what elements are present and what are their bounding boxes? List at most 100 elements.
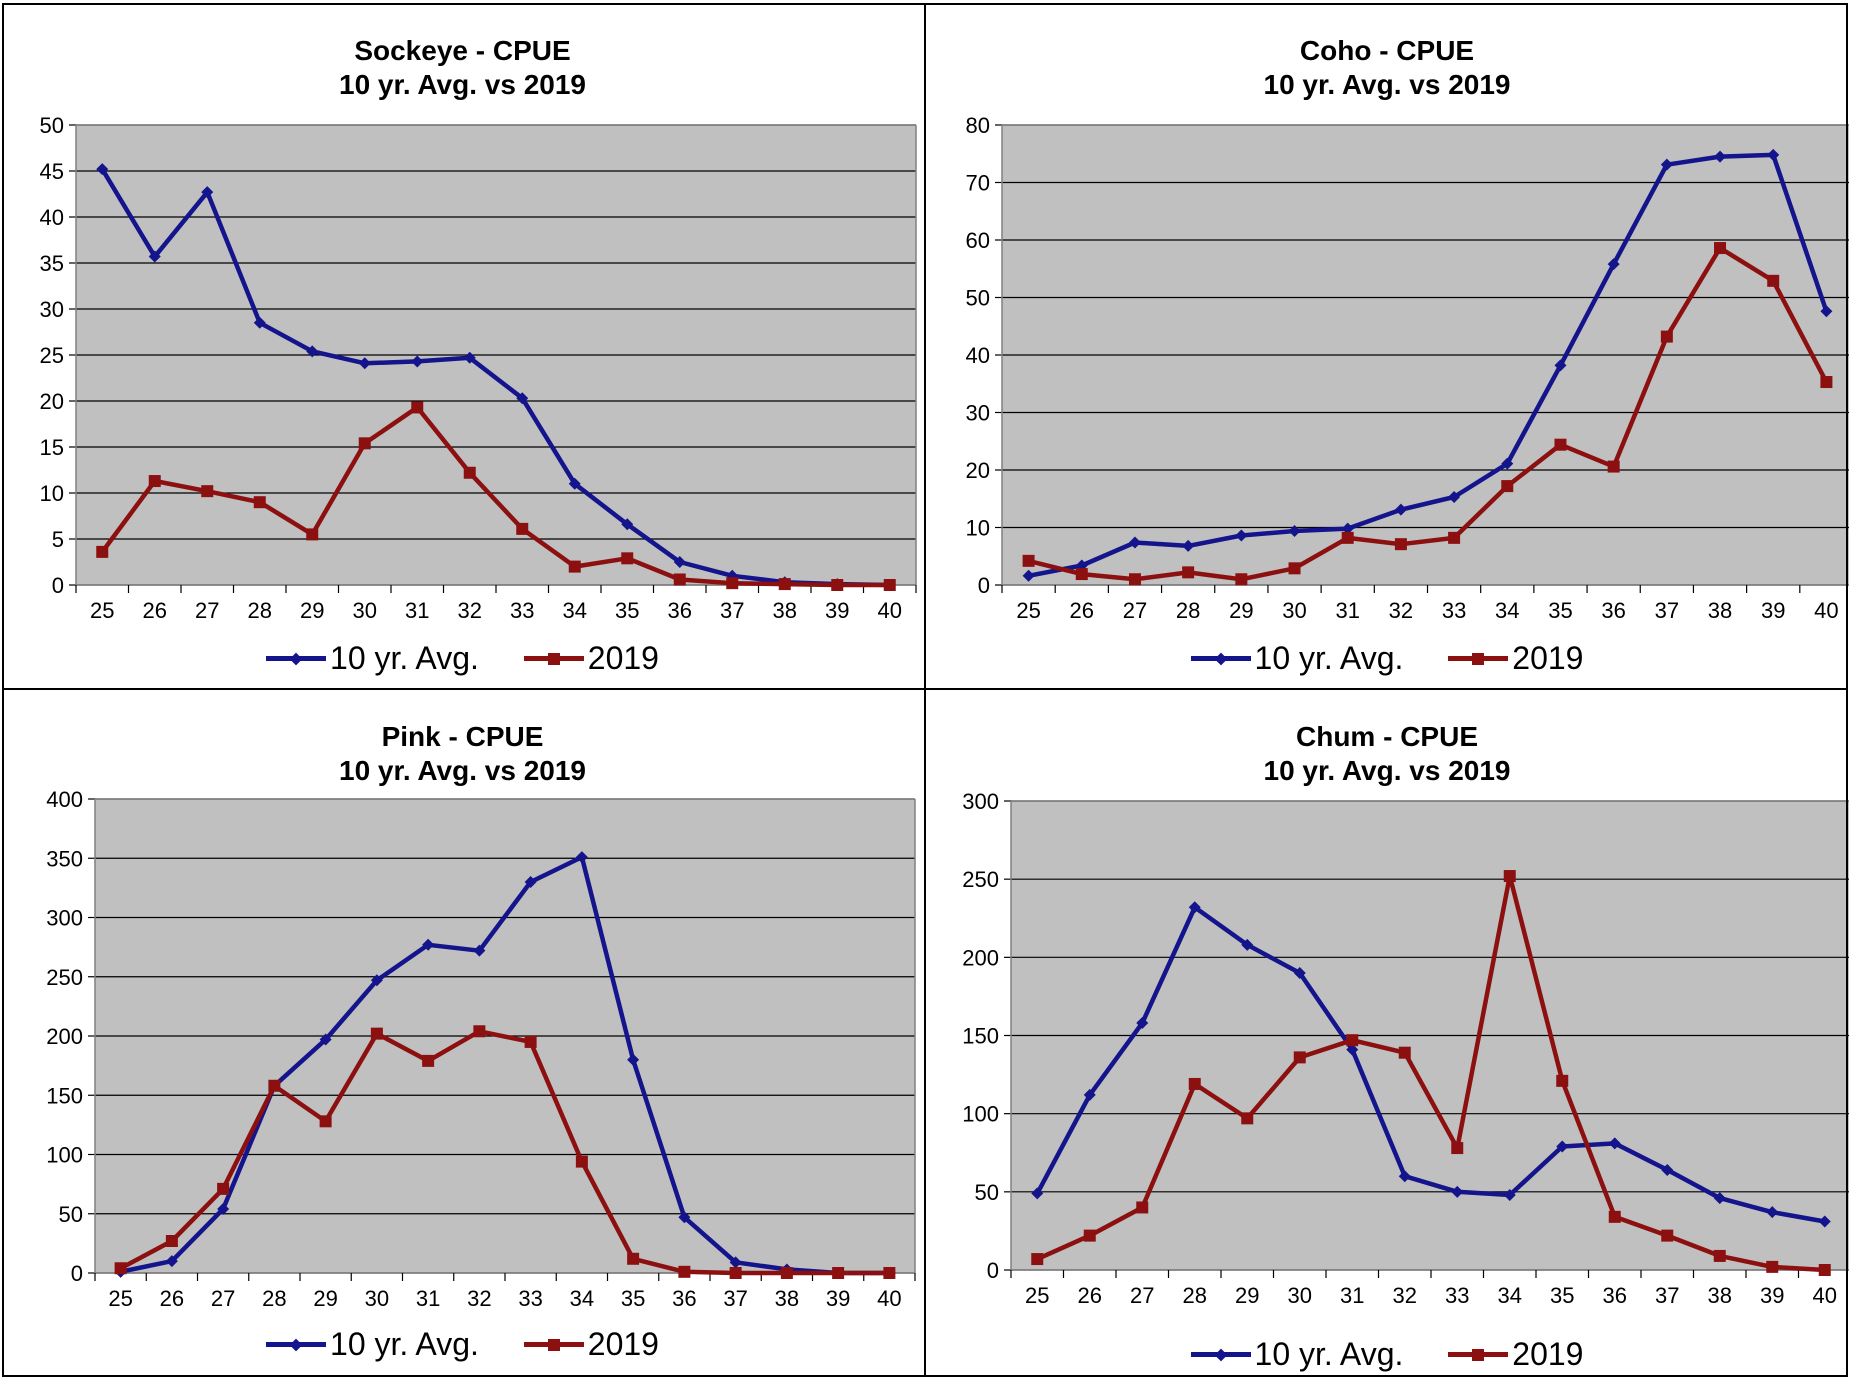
- legend-label: 10 yr. Avg.: [1254, 640, 1404, 676]
- data-point-avg: [217, 1203, 230, 1216]
- chart-pink: 0 50 100 150 200 250 300 350 400 25 26 27 28 29 30 31 32…: [46, 787, 916, 1311]
- x-tick-label: 39: [826, 1286, 850, 1311]
- chart-legend: 10 yr. Avg. 2019: [0, 632, 925, 677]
- y-tick-label: 0: [52, 573, 64, 598]
- data-point-2019: [1660, 330, 1673, 343]
- data-point-avg: [1448, 491, 1461, 504]
- series-line-2019: [100, 405, 890, 588]
- data-point-avg: [1661, 1163, 1674, 1176]
- y-tick-label: 10: [40, 481, 64, 506]
- y-tick-label: 150: [46, 1083, 83, 1108]
- data-point-avg: [319, 1033, 332, 1046]
- x-tick-label: 27: [1130, 1283, 1154, 1308]
- data-point-avg: [148, 250, 161, 263]
- data-point-avg: [1128, 536, 1141, 549]
- series-line-avg: [1035, 905, 1826, 1224]
- data-point-2019: [1188, 1077, 1201, 1090]
- legend-item-avg: 10 yr. Avg.: [266, 1326, 479, 1363]
- data-point-2019: [1714, 242, 1727, 255]
- y-tick-label: 300: [962, 789, 999, 814]
- chart-chum: 0 50 100 150 200 250 300 25 26 27 28 29 30 31 32 33 34 35…: [962, 789, 1849, 1308]
- data-point-avg: [422, 938, 435, 951]
- y-tick-label: 30: [966, 401, 990, 426]
- data-point-avg: [1608, 1137, 1621, 1150]
- series-line-avg: [1028, 152, 1829, 579]
- chart-legend: 10 yr. Avg. 2019: [0, 1318, 925, 1363]
- chart-title-main: Chum - CPUE: [1296, 721, 1478, 752]
- x-tick-label: 39: [1761, 598, 1785, 623]
- data-point-avg: [1714, 150, 1727, 163]
- data-point-2019: [1556, 1074, 1569, 1087]
- data-point-avg: [358, 357, 371, 370]
- data-point-avg: [1766, 1206, 1779, 1219]
- x-tick-label: 38: [773, 598, 797, 623]
- x-tick-label: 26: [143, 598, 167, 623]
- x-tick-label: 28: [1183, 1283, 1207, 1308]
- y-tick-label: 200: [962, 945, 999, 970]
- legend-swatch-avg: [1190, 1348, 1251, 1361]
- data-point-avg: [1607, 258, 1620, 271]
- chart-title: Coho - CPUE 10 yr. Avg. vs 2019: [925, 34, 1849, 102]
- x-tick-label: 38: [1708, 1283, 1732, 1308]
- data-point-2019: [1241, 1112, 1254, 1125]
- data-point-2019: [1503, 870, 1516, 883]
- legend-swatch-avg: [266, 1338, 327, 1351]
- x-tick-label: 25: [1025, 1283, 1049, 1308]
- series-line-2019: [1036, 873, 1825, 1273]
- data-point-2019: [524, 1035, 537, 1048]
- data-point-avg: [96, 163, 109, 176]
- data-point-avg: [1188, 901, 1201, 914]
- data-point-2019: [1128, 573, 1141, 586]
- y-tick-label: 50: [975, 1180, 999, 1205]
- data-point-2019: [780, 1267, 793, 1279]
- legend-swatch-avg: [1190, 652, 1251, 665]
- data-point-avg: [1182, 539, 1195, 552]
- data-point-avg: [1293, 966, 1306, 979]
- data-point-2019: [1341, 531, 1354, 544]
- data-point-avg: [1394, 503, 1407, 516]
- data-point-2019: [729, 1267, 742, 1279]
- x-tick-label: 34: [1498, 1283, 1522, 1308]
- chart-subtitle: 10 yr. Avg. vs 2019: [1263, 755, 1511, 786]
- x-tick-label: 31: [1340, 1283, 1364, 1308]
- data-point-2019: [253, 496, 266, 509]
- data-point-avg: [1713, 1192, 1726, 1205]
- x-tick-label: 31: [416, 1286, 440, 1311]
- x-tick-label: 26: [1078, 1283, 1102, 1308]
- y-tick-label: 80: [966, 113, 990, 138]
- legend-item-2019: 2019: [523, 1326, 659, 1363]
- chart-title: Pink - CPUE 10 yr. Avg. vs 2019: [0, 720, 925, 788]
- data-point-avg: [473, 944, 486, 957]
- data-point-avg: [1241, 938, 1254, 951]
- data-point-2019: [568, 560, 581, 573]
- data-point-avg: [621, 518, 634, 531]
- data-point-avg: [1398, 1170, 1411, 1183]
- x-tick-label: 32: [1389, 598, 1413, 623]
- data-point-2019: [1083, 1229, 1096, 1242]
- y-tick-label: 50: [59, 1202, 83, 1227]
- data-point-2019: [1661, 1229, 1674, 1242]
- x-tick-label: 32: [1393, 1283, 1417, 1308]
- data-point-2019: [1820, 376, 1833, 389]
- x-tick-label: 32: [458, 598, 482, 623]
- data-point-avg: [627, 1053, 640, 1066]
- x-tick-label: 27: [211, 1286, 235, 1311]
- data-point-avg: [673, 556, 686, 568]
- y-tick-label: 0: [978, 573, 990, 598]
- chart-subtitle: 10 yr. Avg. vs 2019: [339, 755, 586, 786]
- x-tick-label: 29: [300, 598, 324, 623]
- x-tick-label: 37: [1655, 1283, 1679, 1308]
- chart-title-main: Pink - CPUE: [381, 721, 544, 752]
- legend-label: 2019: [1512, 1336, 1584, 1372]
- data-point-avg: [1818, 1215, 1831, 1228]
- x-tick-label: 36: [1601, 598, 1625, 623]
- y-tick-label: 20: [40, 389, 64, 414]
- data-point-2019: [370, 1027, 383, 1040]
- chart-panel-sockeye: Sockeye - CPUE 10 yr. Avg. vs 2019 0 5 10 1…: [0, 0, 925, 688]
- x-tick-label: 29: [1229, 598, 1253, 623]
- x-tick-label: 38: [775, 1286, 799, 1311]
- x-tick-label: 32: [467, 1286, 491, 1311]
- data-point-2019: [883, 579, 896, 591]
- data-point-avg: [1083, 1088, 1096, 1101]
- x-tick-label: 30: [353, 598, 377, 623]
